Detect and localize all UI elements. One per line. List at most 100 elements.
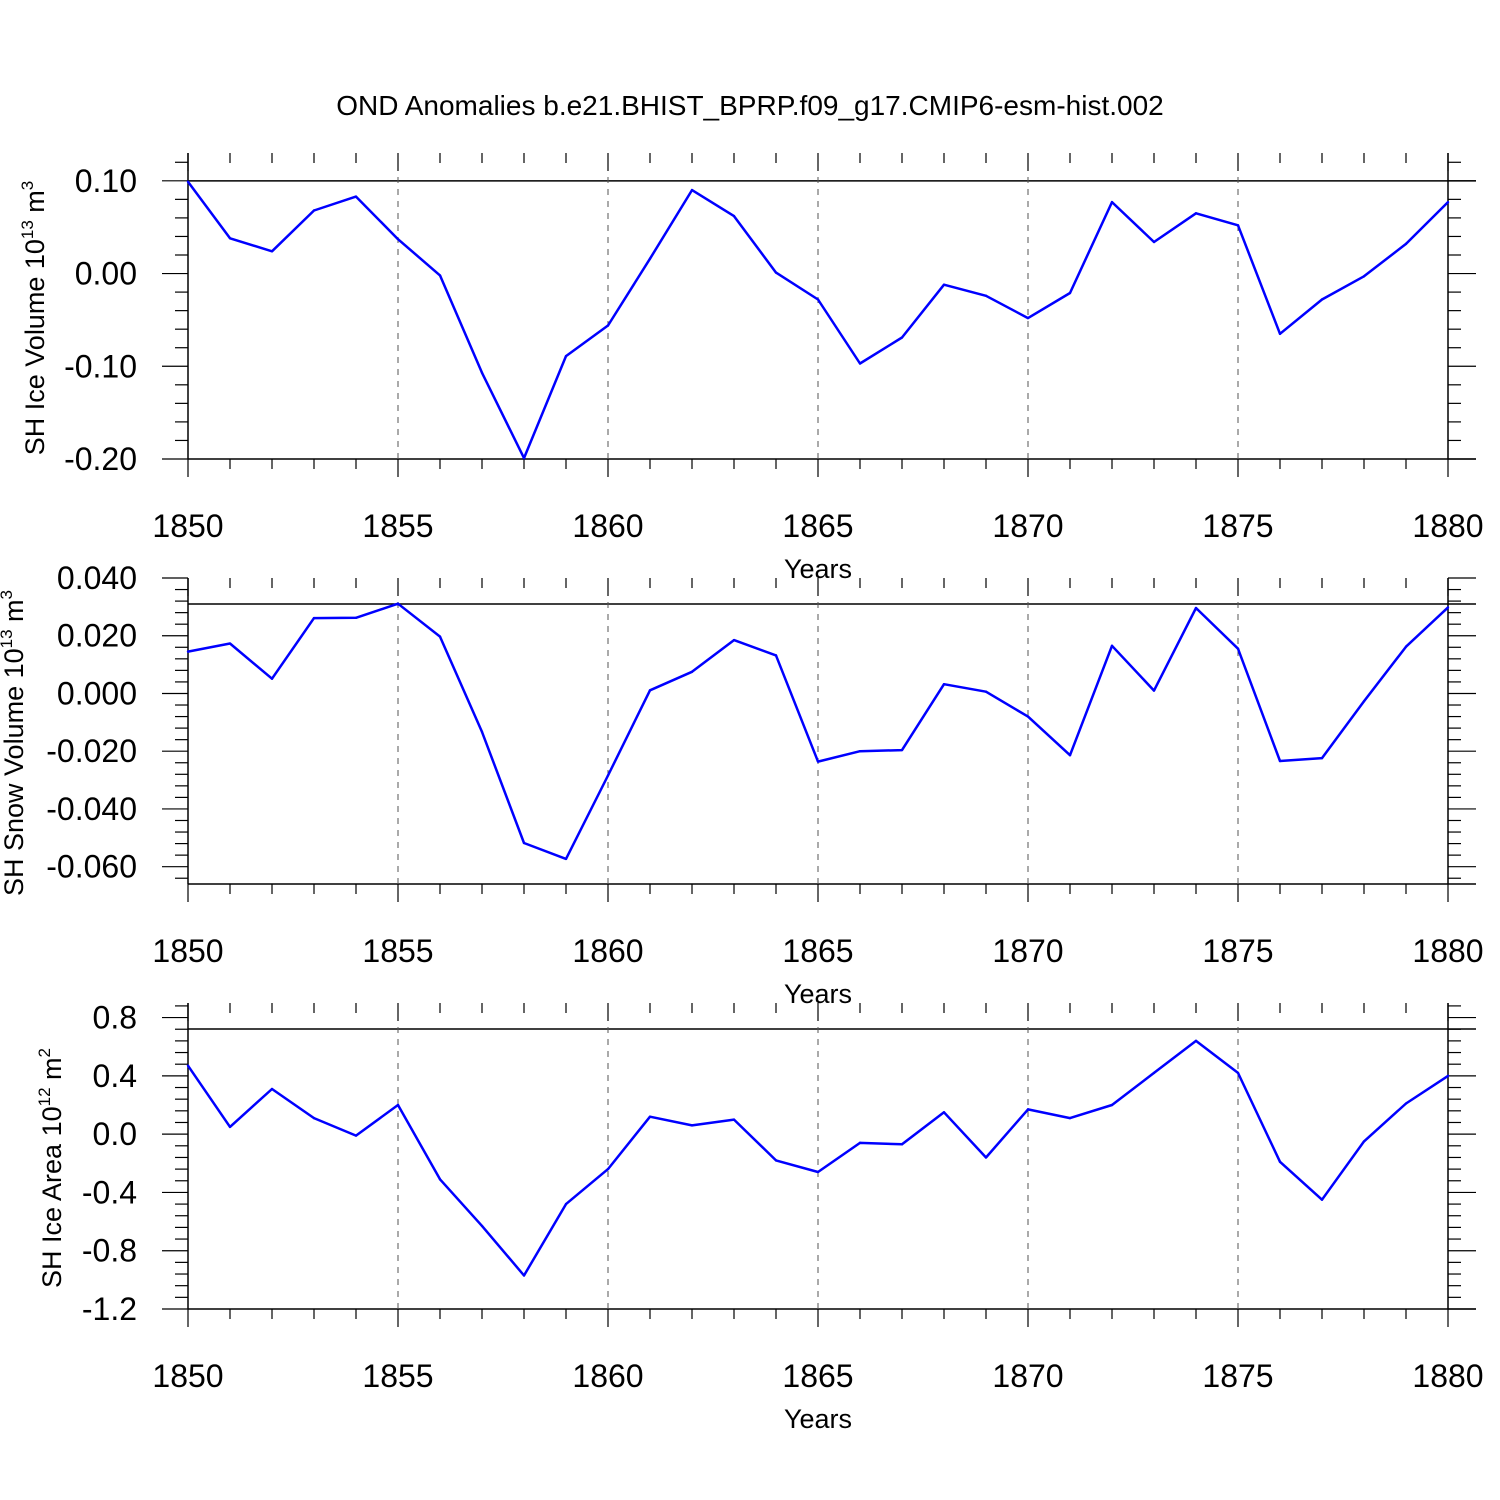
panel-1: 1850 1855 1860 1865 1870 1875 1880Years0.100.0… xyxy=(18,153,1484,584)
data-point-1862 xyxy=(690,1124,694,1127)
data-point-1878 xyxy=(1362,700,1366,703)
data-point-1854 xyxy=(354,195,358,198)
x-tick-label: 1880 xyxy=(1412,508,1483,544)
panel-3: 1850 1855 1860 1865 1870 1875 1880 Years 0.8 0.4 0… xyxy=(35,1000,1484,1434)
y-tick-label: 0.020 xyxy=(57,618,137,654)
data-point-1866 xyxy=(858,1141,862,1145)
data-point-1872 xyxy=(1110,200,1114,204)
data-point-1860 xyxy=(606,774,610,777)
data-point-1871 xyxy=(1068,754,1072,757)
data-point-1860 xyxy=(606,1167,610,1171)
x-tick-label: 1880 xyxy=(1412,933,1483,969)
data-point-1870 xyxy=(1026,1108,1030,1111)
data-point-1860 xyxy=(606,324,610,327)
y-tick-label: 0.4 xyxy=(93,1058,137,1094)
data-point-1867 xyxy=(900,336,904,339)
x-axis-title: Years xyxy=(784,1404,852,1434)
x-tick-label: 1850 xyxy=(152,508,223,544)
y-tick-label: 0.8 xyxy=(93,1000,137,1036)
data-point-1862 xyxy=(690,670,694,674)
data-point-1858 xyxy=(522,1274,526,1277)
data-point-1871 xyxy=(1068,1116,1072,1120)
y-axis-title: SH Ice Volume 1013 m3 xyxy=(18,181,50,456)
data-point-1863 xyxy=(732,214,736,218)
y-tick-label: 0.10 xyxy=(75,163,137,199)
data-point-1870 xyxy=(1026,715,1030,718)
data-point-1870 xyxy=(1026,316,1030,320)
y-tick-label: -1.2 xyxy=(82,1291,137,1327)
data-point-1857 xyxy=(480,1224,484,1228)
data-point-1861 xyxy=(648,1115,652,1118)
data-point-1856 xyxy=(438,274,442,277)
data-point-1873 xyxy=(1152,240,1156,244)
data-point-1878 xyxy=(1362,275,1366,278)
data-point-1851 xyxy=(228,1125,232,1129)
x-tick-label: 1870 xyxy=(992,1358,1063,1394)
data-point-1856 xyxy=(438,1178,442,1181)
y-axis-title-unit-exp: 2 xyxy=(35,1048,54,1057)
data-point-1861 xyxy=(648,689,652,692)
data-point-1878 xyxy=(1362,1140,1366,1143)
x-tick-label: 1870 xyxy=(992,933,1063,969)
data-point-1868 xyxy=(942,283,946,286)
data-point-1879 xyxy=(1404,242,1408,246)
y-tick-label: -0.8 xyxy=(82,1233,137,1269)
data-point-1865 xyxy=(816,1170,820,1174)
data-point-1877 xyxy=(1320,756,1324,760)
data-point-1869 xyxy=(984,294,988,297)
data-point-1869 xyxy=(984,1156,988,1159)
y-axis-title-exp: 12 xyxy=(35,1087,54,1106)
data-point-1858 xyxy=(522,456,526,460)
data-point-1852 xyxy=(270,1087,274,1091)
x-tick-label: 1860 xyxy=(572,508,643,544)
x-tick-label: 1855 xyxy=(362,1358,433,1394)
data-point-1874 xyxy=(1194,1039,1198,1043)
data-point-1871 xyxy=(1068,291,1072,295)
y-tick-label: 0.00 xyxy=(75,256,137,292)
data-point-1880 xyxy=(1446,606,1450,609)
data-point-1853 xyxy=(312,616,316,620)
data-point-1853 xyxy=(312,1116,316,1120)
y-axis-title-unit: m xyxy=(37,1057,67,1087)
y-tick-label: 0.0 xyxy=(93,1116,137,1152)
data-point-1851 xyxy=(228,237,232,240)
chart-title: OND Anomalies b.e21.BHIST_BPRP.f09_g17.C… xyxy=(336,90,1163,121)
data-point-1876 xyxy=(1278,332,1282,336)
data-point-1855 xyxy=(396,602,400,605)
data-point-1877 xyxy=(1320,1198,1324,1201)
y-axis-title-text: SH Ice Volume 10 xyxy=(20,239,50,455)
y-axis-title-exp: 13 xyxy=(0,629,16,648)
data-point-1874 xyxy=(1194,606,1198,610)
data-point-1863 xyxy=(732,1118,736,1121)
data-point-1856 xyxy=(438,635,442,638)
data-point-1862 xyxy=(690,188,694,192)
data-point-1859 xyxy=(564,354,568,358)
data-point-1875 xyxy=(1236,1071,1240,1075)
y-tick-label: -0.20 xyxy=(64,441,137,477)
y-tick-label: -0.060 xyxy=(46,849,137,885)
data-point-1866 xyxy=(858,750,862,753)
y-tick-label: -0.020 xyxy=(46,733,137,769)
data-point-1874 xyxy=(1194,212,1198,215)
data-point-1859 xyxy=(564,1202,568,1206)
data-point-1864 xyxy=(774,1159,778,1162)
x-tick-label: 1860 xyxy=(572,933,643,969)
data-point-1879 xyxy=(1404,645,1408,648)
data-point-1873 xyxy=(1152,1071,1156,1075)
x-tick-label: 1865 xyxy=(782,933,853,969)
data-point-1854 xyxy=(354,1134,358,1137)
y-tick-label: 0.000 xyxy=(57,675,137,711)
x-tick-label: 1860 xyxy=(572,1358,643,1394)
data-point-1877 xyxy=(1320,298,1324,301)
x-tick-label: 1850 xyxy=(152,933,223,969)
x-tick-label: 1875 xyxy=(1202,508,1273,544)
x-tick-label: 1855 xyxy=(362,933,433,969)
data-point-1865 xyxy=(816,298,820,301)
data-point-1864 xyxy=(774,271,778,274)
data-point-1879 xyxy=(1404,1102,1408,1105)
panel-2: 1850 1855 1860 1865 1870 1875 1880Years0.0400.… xyxy=(0,560,1484,1009)
x-tick-label: 1870 xyxy=(992,508,1063,544)
data-point-1868 xyxy=(942,1111,946,1114)
y-axis-title: SH Ice Area 1012 m2 xyxy=(35,1048,67,1288)
